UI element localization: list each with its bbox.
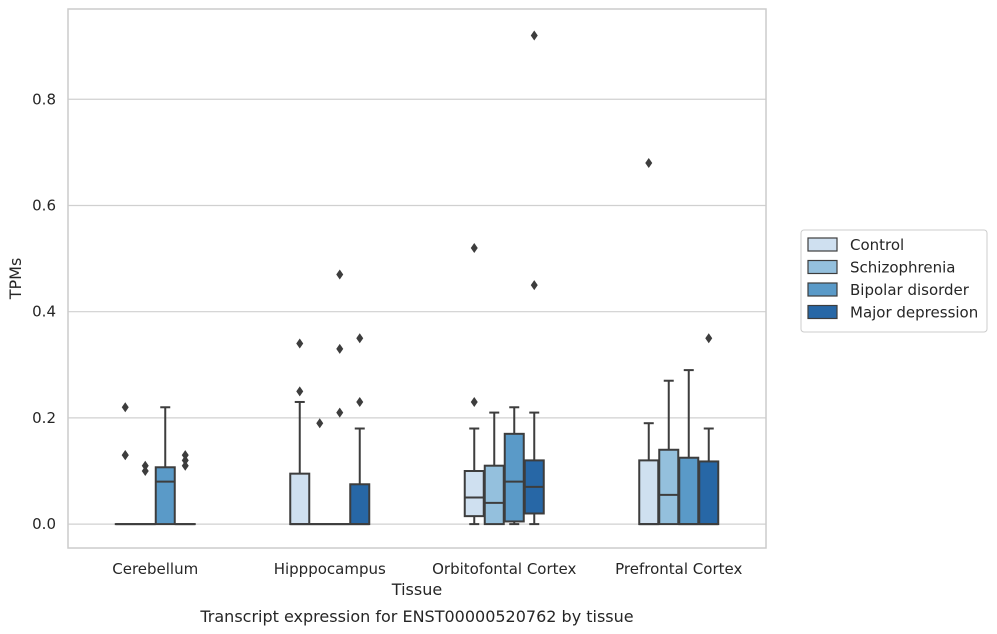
box-control: [289, 338, 311, 526]
outlier-point: [530, 30, 538, 41]
legend-swatch: [807, 282, 838, 297]
outlier-point: [336, 407, 344, 418]
box-body: [289, 472, 311, 526]
box-body: [463, 470, 485, 518]
box-bipolar-disorder: [503, 406, 525, 526]
y-tick-label: 0.8: [32, 90, 56, 108]
tick-layer: 0.0 0.2 0.4 0.6 0.8 Cerebellum Hipppocampus Orb…: [32, 90, 742, 578]
box-bipolar-disorder: [329, 269, 351, 526]
legend-label: Major depression: [850, 304, 978, 322]
box-bipolar-disorder: [678, 369, 700, 526]
legend-frame: [800, 229, 988, 333]
outlier-point: [336, 269, 344, 280]
box-schizophrenia: [483, 411, 505, 526]
legend-label: Bipolar disorder: [850, 281, 970, 299]
outlier-point: [181, 450, 189, 461]
box-control: [463, 242, 485, 526]
box-body: [678, 456, 700, 526]
outlier-point: [316, 418, 324, 429]
plot-frame: [67, 8, 767, 549]
box-major-depression: [698, 333, 720, 526]
legend: Control Schizophrenia Bipolar disorder Majo…: [800, 229, 988, 333]
outlier-point: [705, 333, 713, 344]
box-major-depression: [174, 450, 196, 526]
box-schizophrenia: [658, 379, 680, 526]
box-body: [698, 460, 720, 526]
box-body: [154, 466, 176, 526]
legend-swatch: [807, 259, 838, 275]
outlier-point: [141, 460, 149, 471]
legend-swatch: [807, 237, 838, 252]
box-body: [638, 459, 660, 526]
box-major-depression: [523, 30, 545, 526]
outlier-point: [181, 460, 189, 471]
outlier-point: [296, 386, 304, 397]
x-tick-label: Orbitofontal Cortex: [432, 560, 576, 578]
outlier-point: [470, 242, 478, 253]
outlier-point: [356, 396, 364, 407]
outlier-point: [530, 280, 538, 291]
box-body: [658, 448, 680, 526]
legend-swatch: [807, 304, 838, 320]
box-schizophrenia: [309, 418, 331, 526]
x-tick-label: Prefrontal Cortex: [615, 560, 742, 578]
outlier-point: [645, 158, 653, 168]
x-tick-label: Cerebellum: [112, 560, 198, 578]
outlier-point: [470, 396, 478, 407]
x-axis-title: Tissue: [391, 580, 442, 599]
box-body: [349, 483, 371, 526]
outlier-point: [296, 338, 304, 349]
chart-caption: Transcript expression for ENST0000052076…: [199, 607, 633, 626]
box-bipolar-disorder: [154, 406, 176, 526]
box-body: [503, 432, 525, 523]
box-body: [483, 464, 505, 526]
legend-label: Control: [850, 236, 904, 254]
y-tick-label: 0.6: [32, 196, 56, 214]
outlier-point: [141, 466, 149, 476]
y-axis-title: TPMs: [6, 258, 25, 301]
legend-label: Schizophrenia: [850, 259, 955, 277]
outlier-point: [181, 455, 189, 466]
box-schizophrenia: [134, 460, 156, 526]
outlier-point: [121, 450, 129, 461]
box-control: [638, 158, 660, 526]
box-control: [114, 402, 136, 526]
outlier-point: [356, 333, 364, 344]
outlier-point: [336, 343, 344, 354]
box-layer: [114, 30, 720, 526]
outlier-point: [121, 402, 129, 413]
box-major-depression: [349, 333, 371, 526]
y-tick-label: 0.4: [32, 303, 56, 321]
x-tick-label: Hipppocampus: [274, 560, 386, 578]
y-tick-label: 0.0: [32, 515, 56, 533]
y-tick-label: 0.2: [32, 409, 56, 427]
